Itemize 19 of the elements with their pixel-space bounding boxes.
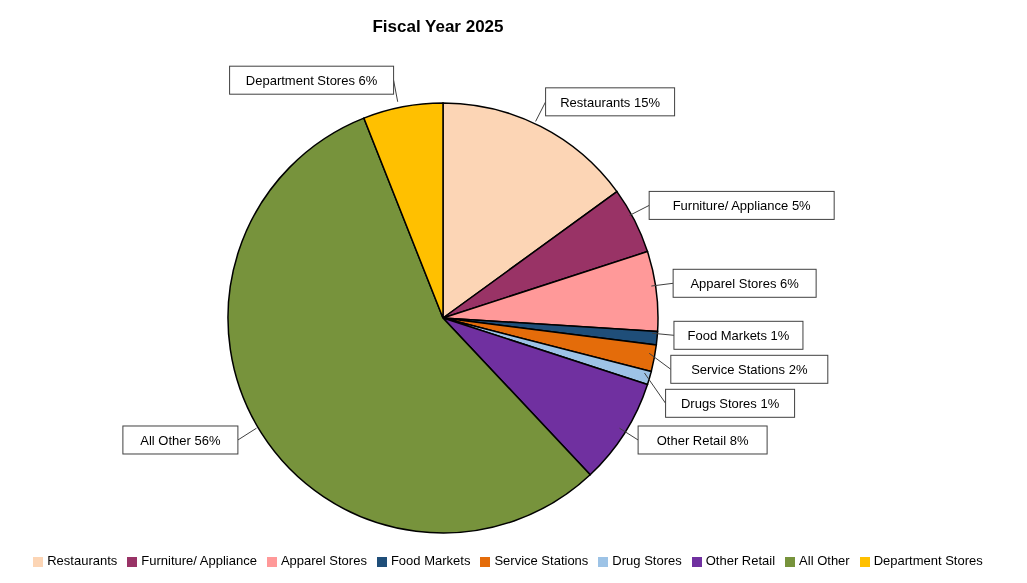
legend-label: Restaurants xyxy=(47,553,118,568)
data-label: Drugs Stores 1% xyxy=(680,396,780,412)
data-label: All Other 56% xyxy=(140,432,221,448)
chart-title: Fiscal Year 2025 xyxy=(372,17,504,36)
data-label: Furniture/ Appliance 5% xyxy=(672,198,812,214)
legend-label: Food Markets xyxy=(390,553,471,568)
data-label: Restaurants 15% xyxy=(560,94,661,110)
legend-label: All Other xyxy=(799,553,850,568)
data-label: Service Stations 2% xyxy=(691,362,808,378)
legend-label: Apparel Stores xyxy=(280,553,367,568)
data-label: Department Stores 6% xyxy=(245,73,378,89)
data-label: Other Retail 8% xyxy=(656,432,749,448)
legend-label: Drug Stores xyxy=(612,553,682,568)
legend-label: Service Stations xyxy=(494,553,589,568)
data-label: Apparel Stores 6% xyxy=(690,276,800,292)
legend-label: Other Retail xyxy=(705,553,776,568)
legend-label: Department Stores xyxy=(873,553,983,568)
legend-label: Furniture/ Appliance xyxy=(141,553,257,568)
data-label: Food Markets 1% xyxy=(687,328,790,344)
